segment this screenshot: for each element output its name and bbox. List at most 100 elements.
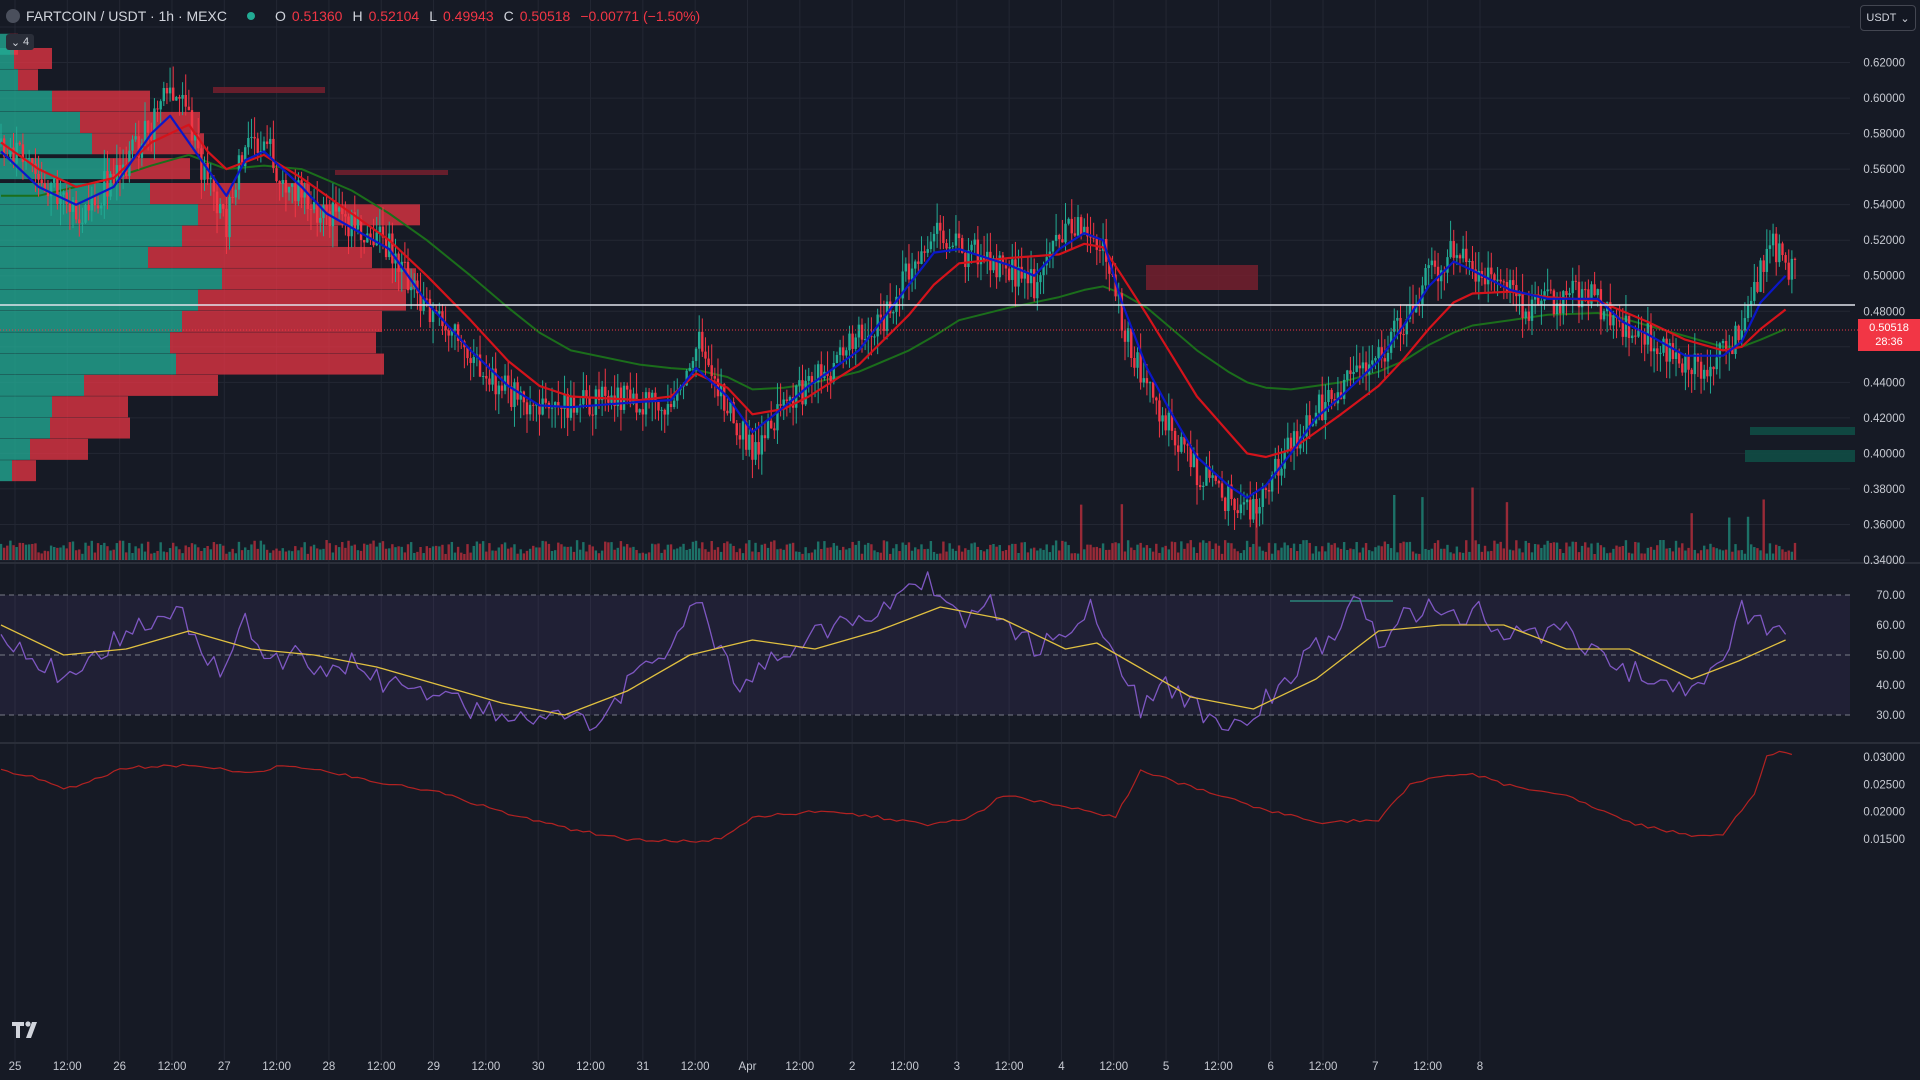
- candle-body: [1214, 475, 1217, 481]
- volume-bar: [1117, 543, 1120, 560]
- volume-profile-down-bar: [52, 396, 128, 418]
- volume-bar: [560, 544, 563, 560]
- price-axis-label: 0.34000: [1863, 555, 1905, 567]
- time-axis-label: 12:00: [158, 1061, 187, 1073]
- volume-bar: [1640, 553, 1643, 560]
- volume-bar: [125, 552, 128, 560]
- volume-bar: [942, 541, 945, 560]
- volume-bar: [885, 541, 889, 560]
- volume-bar: [716, 547, 720, 560]
- volume-bar: [353, 544, 356, 560]
- volume-bar: [1524, 540, 1527, 560]
- price-axis-label: 0.44000: [1863, 377, 1905, 389]
- volume-bar: [1105, 549, 1108, 560]
- currency-selector[interactable]: USDT ⌄: [1860, 5, 1916, 31]
- volume-bar: [582, 542, 585, 560]
- candle-body: [1236, 510, 1239, 514]
- candle-body: [187, 106, 191, 111]
- volume-bar: [1346, 550, 1349, 560]
- candle-body: [1446, 257, 1449, 273]
- volume-bar: [1261, 550, 1264, 560]
- candle-body: [416, 280, 419, 294]
- candle-body: [1656, 348, 1659, 354]
- volume-bar: [1158, 552, 1161, 560]
- volume-bar: [1270, 553, 1274, 560]
- volume-bar: [1411, 551, 1415, 560]
- symbol-logo-icon: [6, 9, 20, 23]
- volume-bar: [1449, 552, 1452, 560]
- candle-body: [1449, 241, 1452, 258]
- candle-body: [256, 138, 259, 153]
- volume-bar: [1790, 551, 1794, 560]
- volume-bar: [1590, 543, 1593, 560]
- volume-bar: [1029, 548, 1033, 560]
- candle-body: [438, 311, 441, 314]
- volume-bar: [1405, 542, 1408, 560]
- candle-body: [1349, 370, 1352, 375]
- volume-bar: [923, 549, 926, 560]
- candle-body: [456, 324, 460, 342]
- candle-body: [791, 396, 795, 408]
- volume-bar: [184, 545, 187, 560]
- volume-bar: [826, 547, 829, 560]
- volume-bar: [1765, 553, 1769, 560]
- volume-profile: [0, 33, 420, 482]
- volume-bar: [403, 552, 407, 560]
- volume-profile-up-bar: [0, 310, 182, 332]
- candle-body: [1552, 290, 1556, 315]
- candle-body: [1734, 325, 1737, 355]
- candle-body: [1308, 415, 1311, 426]
- candle-body: [43, 183, 47, 192]
- volume-bar: [829, 547, 832, 560]
- volume-bar: [1724, 549, 1728, 560]
- candle-body: [1245, 499, 1249, 503]
- candle-body: [932, 233, 936, 242]
- candle-body: [892, 311, 895, 314]
- candle-body: [447, 330, 450, 336]
- time-axis-label: 30: [532, 1061, 545, 1073]
- price-axis-label: 0.54000: [1863, 200, 1905, 212]
- volume-bar: [757, 552, 760, 560]
- volume-bar: [6, 545, 9, 560]
- candle-body: [300, 180, 303, 198]
- symbol-title[interactable]: FARTCOIN / USDT · 1h · MEXC: [26, 8, 227, 24]
- candle-body: [1740, 330, 1743, 341]
- volume-bar: [1527, 542, 1531, 560]
- tradingview-logo-icon[interactable]: [10, 1018, 44, 1040]
- volume-profile-down-bar: [12, 460, 36, 482]
- candle-body: [168, 87, 172, 94]
- candle-body: [478, 354, 482, 377]
- volume-profile-down-bar: [80, 111, 200, 133]
- candle-body: [563, 393, 566, 410]
- candle-body: [331, 202, 335, 227]
- volume-bar: [1668, 548, 1671, 560]
- candle-body: [1518, 292, 1521, 297]
- volume-bar: [1515, 540, 1518, 560]
- volume-bar: [982, 551, 986, 560]
- volume-bar: [1374, 547, 1377, 560]
- candle-body: [1759, 260, 1762, 292]
- indicators-collapse-button[interactable]: ⌄ 4: [6, 34, 34, 50]
- candle-body: [1070, 218, 1073, 234]
- candle-body: [960, 238, 964, 253]
- volume-bar: [200, 550, 203, 560]
- volume-bar: [469, 552, 472, 560]
- time-axis-label: 12:00: [367, 1061, 396, 1073]
- candle-body: [1712, 366, 1715, 370]
- currency-label: USDT: [1866, 12, 1897, 24]
- rsi-axis-label: 30.00: [1876, 710, 1905, 722]
- candle-body: [1590, 284, 1593, 304]
- volume-bar: [1139, 542, 1142, 560]
- volume-bar: [350, 545, 353, 560]
- candle-body: [9, 147, 12, 157]
- candle-body: [1161, 415, 1164, 422]
- volume-bar: [1004, 549, 1008, 560]
- candle-body: [206, 162, 209, 180]
- candle-body: [594, 389, 598, 415]
- time-axis-label: 26: [113, 1061, 126, 1073]
- candle-body: [1715, 357, 1718, 370]
- volume-bar: [250, 544, 253, 560]
- volume-bar: [1145, 545, 1149, 560]
- candle-body: [591, 414, 594, 416]
- candle-body: [644, 392, 648, 415]
